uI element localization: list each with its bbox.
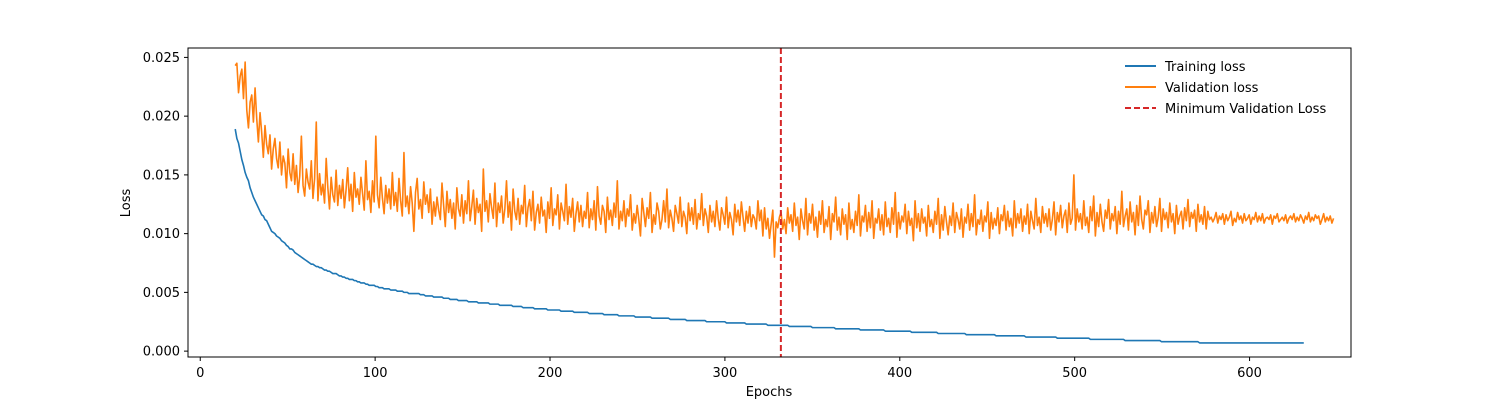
plot-area-frame	[187, 47, 1352, 358]
x-tick-label: 500	[1062, 366, 1087, 381]
legend-label-validation-loss: Validation loss	[1165, 81, 1259, 96]
y-tick-label: 0.020	[143, 110, 180, 125]
y-tick-label: 0.000	[143, 345, 180, 360]
x-tick-label: 0	[196, 366, 204, 381]
x-tick-label: 600	[1237, 366, 1262, 381]
x-tick-label: 200	[538, 366, 563, 381]
y-tick-label: 0.010	[143, 227, 180, 242]
y-tick-label: 0.025	[143, 51, 180, 66]
x-axis-label: Epochs	[746, 385, 793, 400]
series-line-validation-loss	[234, 61, 1335, 258]
legend-label-training-loss: Training loss	[1164, 60, 1246, 75]
series-line-training-loss	[234, 128, 1304, 344]
y-axis: 0.000 0.005 0.010 0.015 0.020 0.025	[143, 51, 188, 360]
y-tick-label: 0.015	[143, 168, 180, 183]
series-layer	[234, 48, 1335, 357]
x-tick-label: 300	[712, 366, 737, 381]
y-tick-label: 0.005	[143, 286, 180, 301]
legend-label-minimum-validation-loss: Minimum Validation Loss	[1165, 102, 1326, 117]
x-tick-label: 100	[363, 366, 388, 381]
x-tick-label: 400	[887, 366, 912, 381]
legend: Training loss Validation loss Minimum Va…	[1125, 60, 1326, 117]
y-axis-label: Loss	[119, 189, 134, 218]
x-axis: 0 100 200 300 400 500 600	[196, 357, 1262, 381]
